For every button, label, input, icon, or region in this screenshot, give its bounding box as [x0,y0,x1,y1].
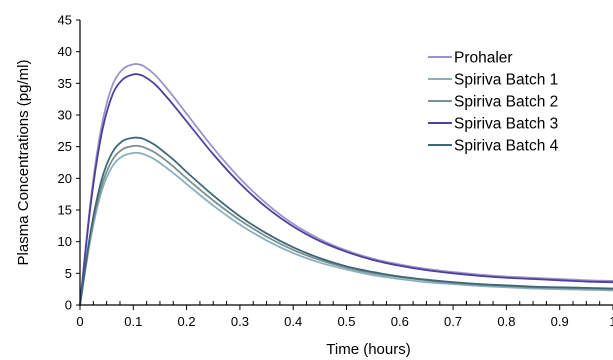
x-tick-label: 0.2 [178,314,196,329]
y-tick-label: 35 [58,76,72,91]
y-tick-label: 0 [65,298,72,313]
y-tick-label: 15 [58,203,72,218]
series-layer [79,62,613,306]
legend-label: Spiriva Batch 2 [454,94,558,111]
legend-label: Spiriva Batch 1 [454,72,558,89]
ticks: 0 5 10 15 20 25 30 35 40 45 0 0.1 0.2 0.3 0.4 0.5 0.6 0.7… [58,13,613,329]
series-line-3 [79,144,613,306]
series-line-5 [79,136,613,306]
y-tick-label: 45 [58,13,72,28]
x-tick-label: 0.8 [497,314,515,329]
y-tick-label: 5 [65,266,72,281]
x-tick-label: 0.1 [124,314,142,329]
x-tick-label: 0.6 [391,314,409,329]
x-tick-label: 0.5 [337,314,355,329]
legend-label: Prohaler [454,50,513,67]
y-tick-label: 30 [58,108,72,123]
y-tick-label: 10 [58,234,72,249]
x-tick-label: 0.9 [551,314,569,329]
legend-label: Spiriva Batch 3 [454,116,558,133]
x-tick-label: 0.7 [444,314,462,329]
x-tick-label: 0.4 [284,314,302,329]
legend-label: Spiriva Batch 4 [454,138,559,155]
y-axis-title: Plasma Concentrations (pg/ml) [15,60,32,266]
x-axis-title: Time (hours) [326,341,410,358]
y-tick-label: 25 [58,139,72,154]
x-tick-label: 0.3 [231,314,249,329]
y-tick-label: 20 [58,171,72,186]
x-tick-label: 1 [609,314,613,329]
legend: Prohaler Spiriva Batch 1 Spiriva Batch 2 Sp… [428,50,559,155]
series-line-4 [79,73,613,306]
x-tick-label: 0 [76,314,83,329]
series-line-2 [79,151,613,306]
series-line-1 [79,62,613,306]
y-tick-label: 40 [58,44,72,59]
